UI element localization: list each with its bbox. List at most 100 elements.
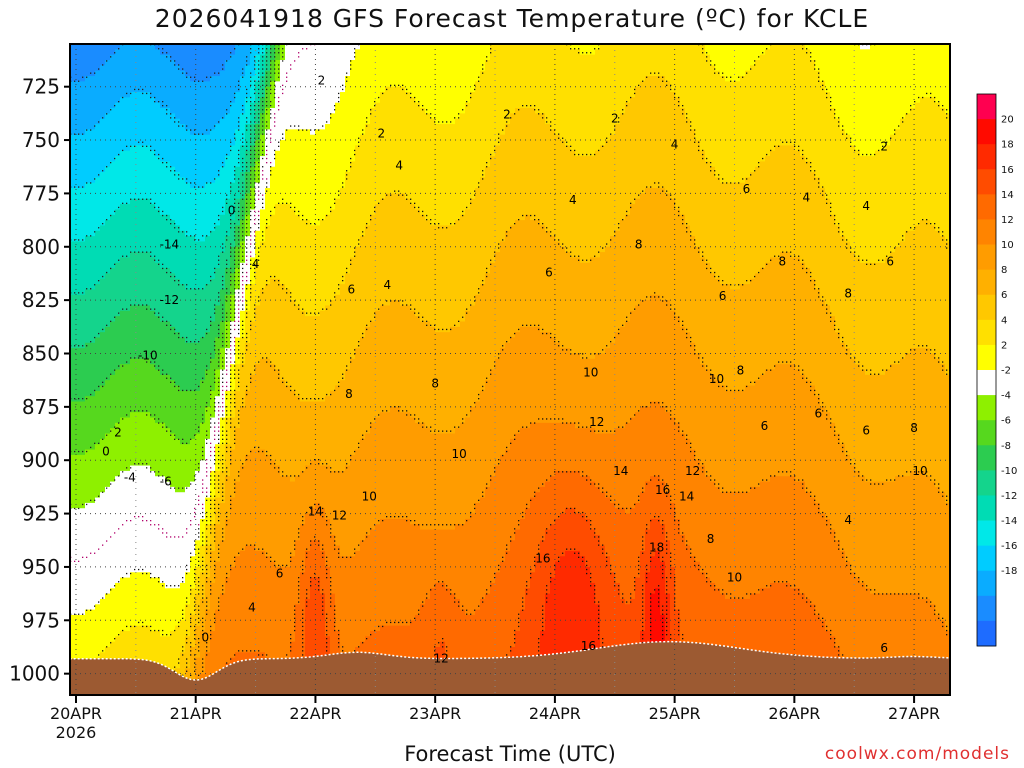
temp-cell [185,97,191,104]
temp-cell [125,326,131,333]
temp-cell [235,636,241,643]
temp-cell [130,385,136,392]
temp-cell [225,657,231,664]
temp-cell [255,70,261,77]
temp-cell [105,545,111,552]
temp-cell [255,556,261,563]
temp-cell [145,310,151,317]
temp-cell [255,481,261,488]
temp-cell [235,241,241,248]
temp-cell [105,385,111,392]
temp-cell [255,204,261,211]
temp-cell [140,492,146,499]
temp-cell [130,422,136,429]
temp-cell [245,598,251,605]
temp-cell [265,582,271,589]
temp-cell [135,214,141,221]
temp-cell [230,401,236,408]
temp-cell [185,396,191,403]
temp-cell [175,545,181,552]
temp-cell [100,188,106,195]
temp-cell [150,524,156,531]
temp-cell [160,588,166,595]
temp-cell [195,657,201,664]
temp-cell [115,134,121,141]
temp-cell [115,652,121,659]
temp-cell [180,129,186,136]
temp-cell [170,257,176,264]
temp-cell [270,534,276,541]
temp-cell [220,300,226,307]
temp-cell [125,81,131,88]
temp-cell [270,97,276,104]
temp-cell [250,284,256,291]
temp-cell [135,582,141,589]
temp-cell [260,225,266,232]
temp-cell [230,337,236,344]
temp-cell [110,556,116,563]
temp-cell [225,502,231,509]
temp-cell [130,332,136,339]
temp-cell [165,145,171,152]
temp-cell [115,44,121,50]
temp-cell [120,289,126,296]
temp-cell [140,124,146,130]
temp-cell [190,380,196,387]
temp-cell [70,358,76,365]
temp-cell [105,214,111,221]
temp-cell [190,337,196,344]
temp-cell [200,401,206,408]
temp-cell [190,534,196,541]
temp-cell [180,364,186,371]
temp-cell [170,486,176,493]
temp-cell [215,348,221,355]
temp-cell [235,598,241,605]
temp-cell [75,486,81,493]
temp-cell [70,465,76,472]
temp-cell [220,278,226,285]
temp-cell [225,598,231,605]
temp-cell [80,609,86,616]
temp-cell [80,182,86,189]
temp-cell [220,65,226,72]
temp-cell [215,198,221,205]
temp-cell [255,529,261,536]
temp-cell [180,636,186,643]
temp-cell [70,97,76,104]
temp-cell [85,113,91,120]
temp-cell [85,374,91,381]
temp-cell [150,326,156,333]
temp-cell [125,412,131,419]
temp-cell [165,417,171,424]
temp-cell [70,326,76,333]
temp-cell [225,262,231,269]
temp-cell [95,545,101,552]
temp-cell [185,241,191,248]
temp-cell [185,593,191,600]
temp-cell [110,561,116,568]
temp-cell [205,460,211,467]
temp-cell [220,540,226,547]
temp-cell [125,508,131,515]
temp-cell [130,156,136,162]
temp-cell [175,390,181,397]
temp-cell [200,108,206,114]
temp-cell [130,102,136,109]
temp-cell [75,342,81,349]
temp-cell [260,54,266,61]
temp-cell [115,236,121,243]
temp-cell [225,204,231,211]
temp-cell [185,577,191,584]
temp-cell [80,252,86,259]
temp-cell [210,113,216,120]
temp-cell [160,246,166,253]
temp-cell [135,476,141,483]
temp-cell [125,300,131,307]
temp-cell [235,502,241,509]
temp-cell [70,230,76,237]
temp-cell [85,49,91,56]
temp-cell [265,268,271,275]
temp-cell [215,220,221,227]
temp-cell [165,262,171,269]
temp-cell [145,326,151,333]
